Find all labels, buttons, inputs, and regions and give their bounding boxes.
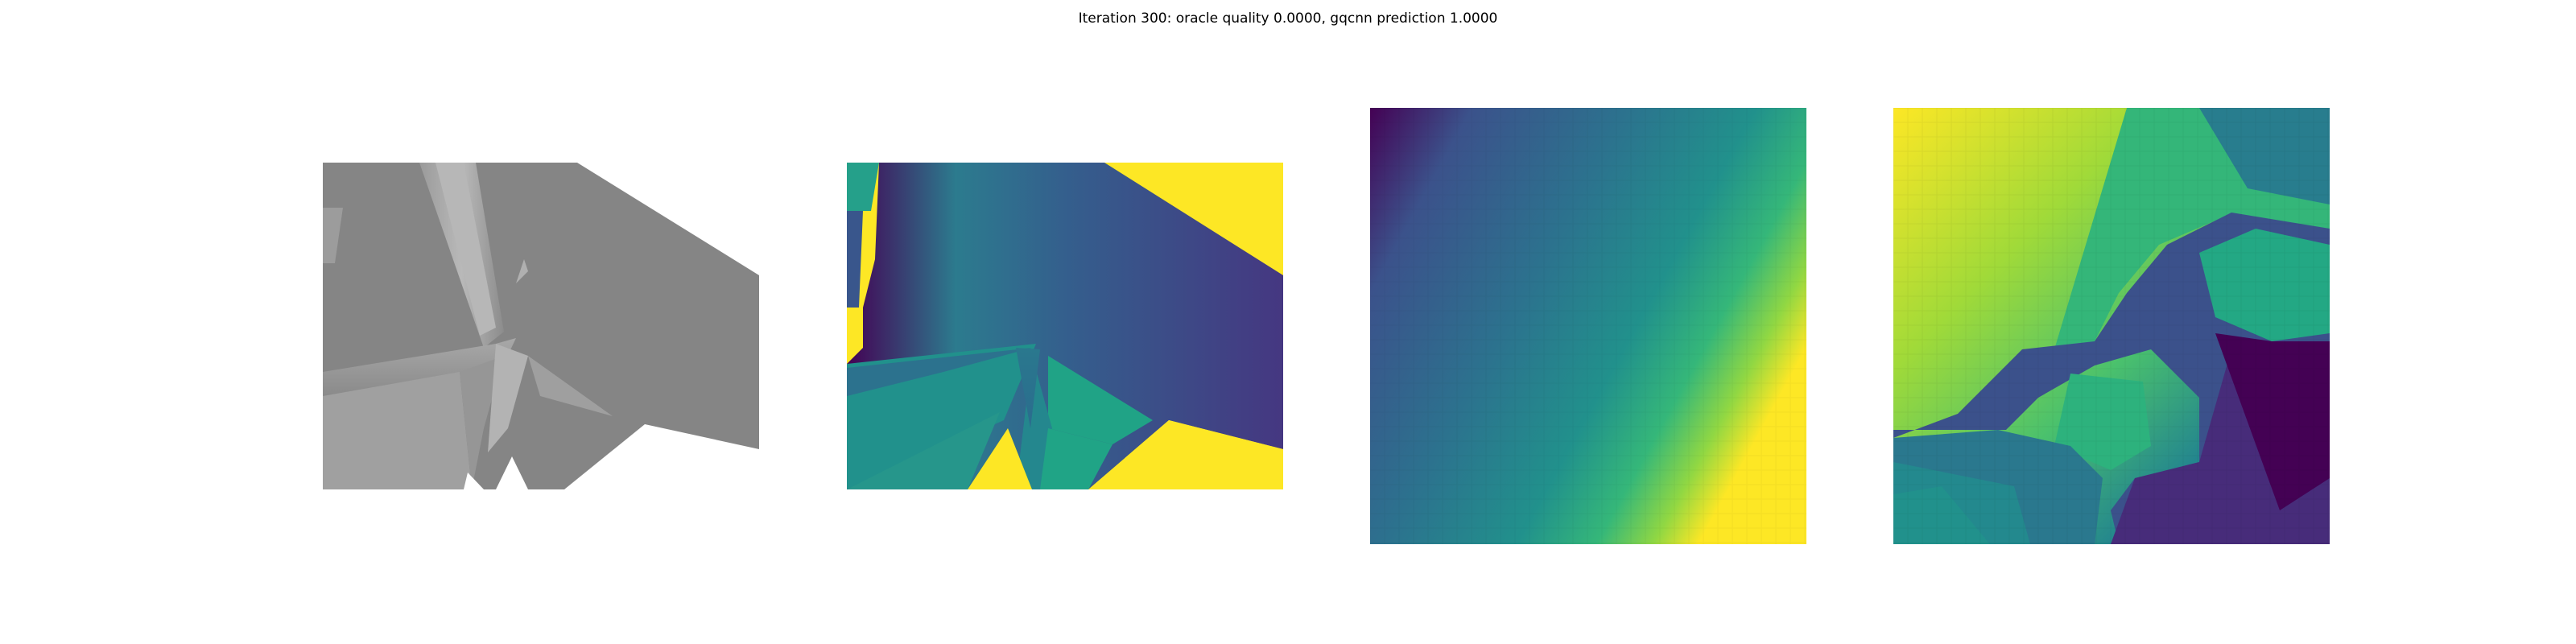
rendered-depth-image [847,163,1283,489]
depth-crop-before-image [1370,108,1806,544]
rendered-grayscale-panel [323,163,759,489]
depth-crop-before-panel [1370,108,1806,544]
depth-crop-after-panel [1893,108,2330,544]
depth-crop-after-image [1893,108,2330,544]
rendered-grayscale-image [323,163,759,489]
rendered-depth-panel [847,163,1283,489]
figure-title: Iteration 300: oracle quality 0.0000, gq… [1078,10,1498,27]
